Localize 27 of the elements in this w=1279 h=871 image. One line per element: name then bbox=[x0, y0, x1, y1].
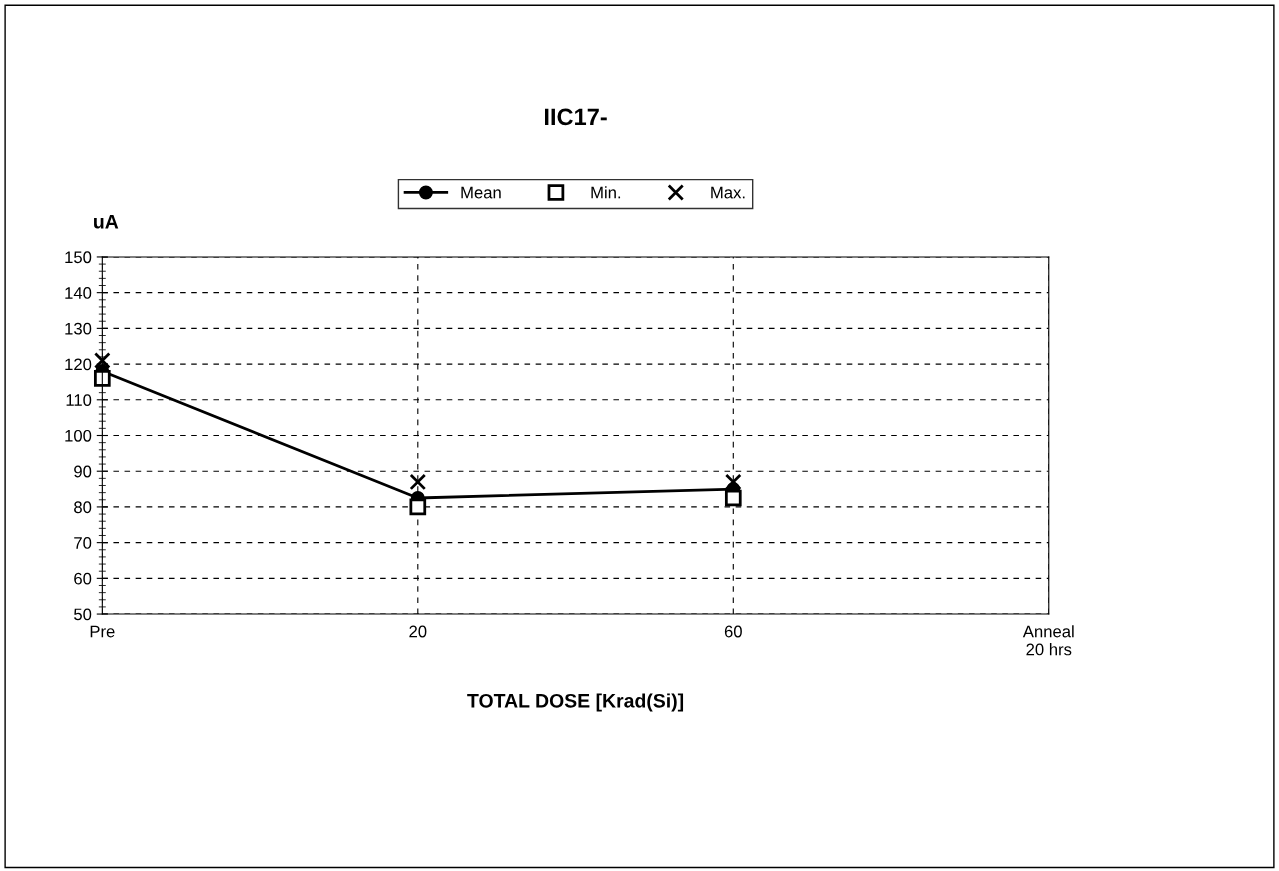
legend-label: Min. bbox=[591, 186, 621, 199]
point bbox=[409, 498, 427, 516]
y-tick-label: 60 bbox=[74, 572, 92, 585]
point bbox=[724, 489, 742, 507]
y-tick-label: 80 bbox=[74, 501, 92, 514]
x-tick-label: 60 bbox=[724, 625, 742, 638]
chart-title: IIC17- bbox=[544, 108, 607, 126]
y-tick-label: 70 bbox=[74, 537, 92, 549]
point bbox=[724, 473, 742, 491]
y-axis-title: uA bbox=[94, 215, 119, 229]
point bbox=[93, 352, 111, 369]
y-tick-label: 140 bbox=[65, 287, 92, 299]
y-tick-label: 100 bbox=[65, 429, 92, 442]
point bbox=[409, 473, 427, 491]
legend-label: Max. bbox=[711, 186, 745, 199]
y-tick-label: 130 bbox=[65, 322, 92, 335]
x-tick-label: Anneal 20 hrs bbox=[1022, 625, 1074, 656]
x-axis-title: TOTAL DOSE [Krad(Si)] bbox=[467, 693, 684, 712]
x-tick-label: Pre bbox=[90, 625, 115, 638]
y-tick-label: 150 bbox=[65, 251, 92, 264]
y-tick-label: 110 bbox=[66, 394, 92, 406]
y-tick-label: 120 bbox=[65, 358, 92, 371]
y-tick-label: 90 bbox=[74, 465, 92, 478]
legend-label: Mean bbox=[461, 186, 501, 199]
y-tick-label: 50 bbox=[74, 608, 92, 621]
point bbox=[93, 370, 111, 387]
x-tick-label: 20 bbox=[409, 625, 427, 638]
